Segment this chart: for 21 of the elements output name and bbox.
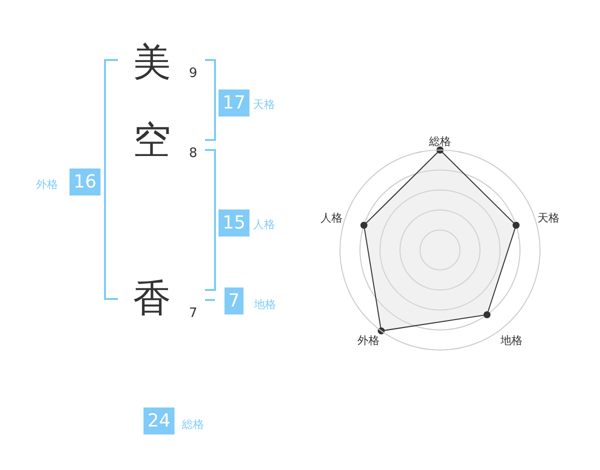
spoke-label: 人格 xyxy=(320,211,342,224)
text: 香 xyxy=(133,276,171,320)
text: 総格 xyxy=(181,418,204,431)
text: 8 xyxy=(189,146,198,161)
text: 24 xyxy=(148,410,170,432)
text: 空 xyxy=(133,118,171,162)
spoke-label: 地格 xyxy=(499,334,522,348)
text: 15 xyxy=(222,212,246,234)
spoke-label: 天格 xyxy=(538,211,560,224)
text: 7 xyxy=(228,290,240,312)
text: 天格 xyxy=(253,98,275,111)
text: 9 xyxy=(189,66,198,81)
text: 人格 xyxy=(253,218,275,231)
text: 7 xyxy=(189,306,198,321)
spoke-label: 総格 xyxy=(428,135,451,148)
spoke-label: 外格 xyxy=(358,334,380,348)
text: 外格 xyxy=(36,178,58,191)
text: 美 xyxy=(133,40,171,84)
text: 17 xyxy=(222,92,246,114)
text: 16 xyxy=(74,172,96,192)
text: 地格 xyxy=(253,298,276,311)
